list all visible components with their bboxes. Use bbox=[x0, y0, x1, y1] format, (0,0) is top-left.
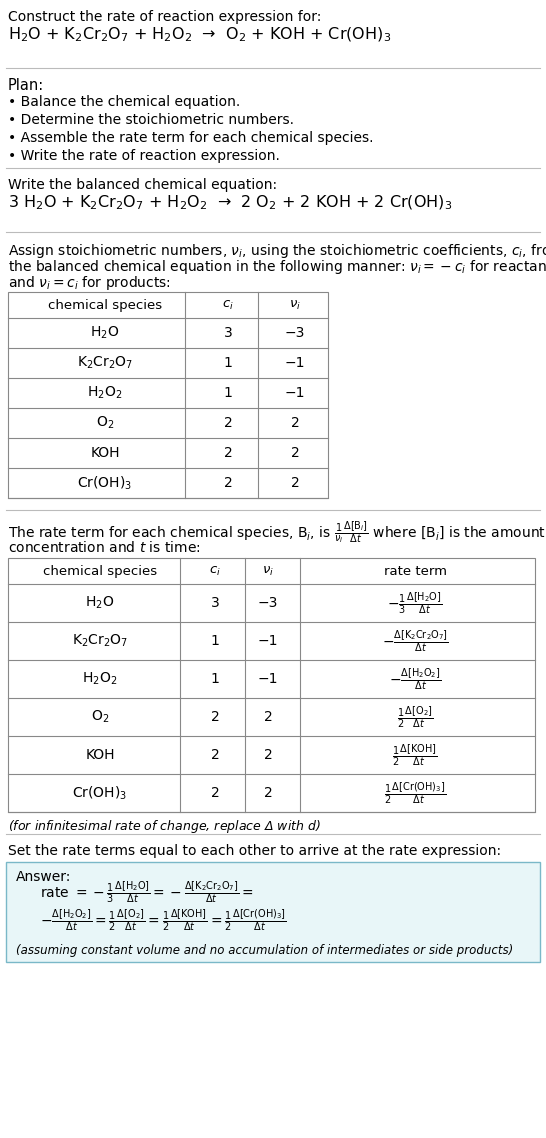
Text: Set the rate terms equal to each other to arrive at the rate expression:: Set the rate terms equal to each other t… bbox=[8, 844, 501, 858]
Text: 2: 2 bbox=[264, 786, 272, 800]
Text: 2: 2 bbox=[224, 476, 233, 490]
Text: and $\nu_i = c_i$ for products:: and $\nu_i = c_i$ for products: bbox=[8, 274, 171, 292]
Text: H$_2$O: H$_2$O bbox=[90, 324, 120, 341]
Text: $\frac{1}{2}\frac{\Delta[\mathrm{Cr(OH)_3}]}{\Delta t}$: $\frac{1}{2}\frac{\Delta[\mathrm{Cr(OH)_… bbox=[384, 781, 446, 806]
Text: $\frac{1}{2}\frac{\Delta[\mathrm{O_2}]}{\Delta t}$: $\frac{1}{2}\frac{\Delta[\mathrm{O_2}]}{… bbox=[397, 704, 433, 729]
Text: Assign stoichiometric numbers, $\nu_i$, using the stoichiometric coefficients, $: Assign stoichiometric numbers, $\nu_i$, … bbox=[8, 242, 546, 259]
Text: $c_i$: $c_i$ bbox=[222, 298, 234, 312]
Text: 2: 2 bbox=[290, 476, 299, 490]
Text: 1: 1 bbox=[211, 634, 219, 648]
Text: −1: −1 bbox=[258, 634, 278, 648]
Text: Write the balanced chemical equation:: Write the balanced chemical equation: bbox=[8, 178, 277, 192]
Text: • Write the rate of reaction expression.: • Write the rate of reaction expression. bbox=[8, 149, 280, 163]
Text: $c_i$: $c_i$ bbox=[209, 564, 221, 578]
Text: H$_2$O: H$_2$O bbox=[85, 595, 115, 611]
Text: $\nu_i$: $\nu_i$ bbox=[289, 298, 301, 312]
Text: 2: 2 bbox=[211, 748, 219, 762]
Text: (for infinitesimal rate of change, replace Δ with $d$): (for infinitesimal rate of change, repla… bbox=[8, 818, 321, 835]
Bar bbox=[8, 292, 328, 498]
Text: 1: 1 bbox=[223, 386, 233, 399]
Text: $-\frac{\Delta[\mathrm{K_2Cr_2O_7}]}{\Delta t}$: $-\frac{\Delta[\mathrm{K_2Cr_2O_7}]}{\De… bbox=[382, 628, 448, 654]
Text: $-\frac{\Delta[\mathrm{H_2O_2}]}{\Delta t} = \frac{1}{2}\frac{\Delta[\mathrm{O_2: $-\frac{\Delta[\mathrm{H_2O_2}]}{\Delta … bbox=[40, 907, 287, 933]
Text: KOH: KOH bbox=[90, 446, 120, 460]
Text: $-\frac{\Delta[\mathrm{H_2O_2}]}{\Delta t}$: $-\frac{\Delta[\mathrm{H_2O_2}]}{\Delta … bbox=[389, 666, 441, 692]
Text: 2: 2 bbox=[211, 710, 219, 724]
Text: 2: 2 bbox=[211, 786, 219, 800]
Text: chemical species: chemical species bbox=[43, 564, 157, 577]
Text: K$_2$Cr$_2$O$_7$: K$_2$Cr$_2$O$_7$ bbox=[77, 355, 133, 371]
Text: Cr(OH)$_3$: Cr(OH)$_3$ bbox=[73, 784, 128, 801]
Text: $-\frac{1}{3}\frac{\Delta[\mathrm{H_2O}]}{\Delta t}$: $-\frac{1}{3}\frac{\Delta[\mathrm{H_2O}]… bbox=[387, 591, 443, 616]
Text: 2: 2 bbox=[264, 710, 272, 724]
Text: 2: 2 bbox=[290, 446, 299, 460]
Text: (assuming constant volume and no accumulation of intermediates or side products): (assuming constant volume and no accumul… bbox=[16, 945, 513, 957]
Text: 1: 1 bbox=[211, 673, 219, 686]
Text: rate term: rate term bbox=[383, 564, 447, 577]
Text: −1: −1 bbox=[285, 386, 305, 399]
Text: Answer:: Answer: bbox=[16, 869, 72, 884]
Text: Construct the rate of reaction expression for:: Construct the rate of reaction expressio… bbox=[8, 10, 322, 24]
Text: −3: −3 bbox=[258, 596, 278, 610]
Text: O$_2$: O$_2$ bbox=[91, 709, 109, 725]
Text: O$_2$: O$_2$ bbox=[96, 414, 114, 431]
Text: • Determine the stoichiometric numbers.: • Determine the stoichiometric numbers. bbox=[8, 113, 294, 127]
Text: rate $= -\frac{1}{3}\frac{\Delta[\mathrm{H_2O}]}{\Delta t} = -\frac{\Delta[\math: rate $= -\frac{1}{3}\frac{\Delta[\mathrm… bbox=[40, 880, 254, 905]
Bar bbox=[6, 861, 540, 962]
Bar bbox=[8, 558, 535, 813]
Text: H$_2$O$_2$: H$_2$O$_2$ bbox=[82, 670, 118, 687]
Text: $\nu_i$: $\nu_i$ bbox=[262, 564, 274, 578]
Text: the balanced chemical equation in the following manner: $\nu_i = -c_i$ for react: the balanced chemical equation in the fo… bbox=[8, 258, 546, 277]
Text: −1: −1 bbox=[258, 673, 278, 686]
Text: 1: 1 bbox=[223, 356, 233, 370]
Text: 2: 2 bbox=[224, 446, 233, 460]
Text: 2: 2 bbox=[224, 417, 233, 430]
Text: The rate term for each chemical species, B$_i$, is $\frac{1}{\nu_i}\frac{\Delta[: The rate term for each chemical species,… bbox=[8, 520, 546, 546]
Text: 2: 2 bbox=[264, 748, 272, 762]
Text: Plan:: Plan: bbox=[8, 79, 44, 93]
Text: concentration and $t$ is time:: concentration and $t$ is time: bbox=[8, 541, 201, 555]
Text: K$_2$Cr$_2$O$_7$: K$_2$Cr$_2$O$_7$ bbox=[72, 633, 128, 649]
Text: H$_2$O$_2$: H$_2$O$_2$ bbox=[87, 385, 123, 402]
Text: 3: 3 bbox=[224, 325, 233, 340]
Text: • Assemble the rate term for each chemical species.: • Assemble the rate term for each chemic… bbox=[8, 131, 373, 145]
Text: chemical species: chemical species bbox=[48, 298, 162, 312]
Text: H$_2$O + K$_2$Cr$_2$O$_7$ + H$_2$O$_2$  →  O$_2$ + KOH + Cr(OH)$_3$: H$_2$O + K$_2$Cr$_2$O$_7$ + H$_2$O$_2$ →… bbox=[8, 26, 391, 44]
Text: −1: −1 bbox=[285, 356, 305, 370]
Text: 2: 2 bbox=[290, 417, 299, 430]
Text: • Balance the chemical equation.: • Balance the chemical equation. bbox=[8, 94, 240, 109]
Text: 3: 3 bbox=[211, 596, 219, 610]
Text: $\frac{1}{2}\frac{\Delta[\mathrm{KOH}]}{\Delta t}$: $\frac{1}{2}\frac{\Delta[\mathrm{KOH}]}{… bbox=[392, 742, 438, 768]
Text: KOH: KOH bbox=[85, 748, 115, 762]
Text: −3: −3 bbox=[285, 325, 305, 340]
Text: Cr(OH)$_3$: Cr(OH)$_3$ bbox=[78, 475, 133, 492]
Text: 3 H$_2$O + K$_2$Cr$_2$O$_7$ + H$_2$O$_2$  →  2 O$_2$ + 2 KOH + 2 Cr(OH)$_3$: 3 H$_2$O + K$_2$Cr$_2$O$_7$ + H$_2$O$_2$… bbox=[8, 193, 452, 213]
